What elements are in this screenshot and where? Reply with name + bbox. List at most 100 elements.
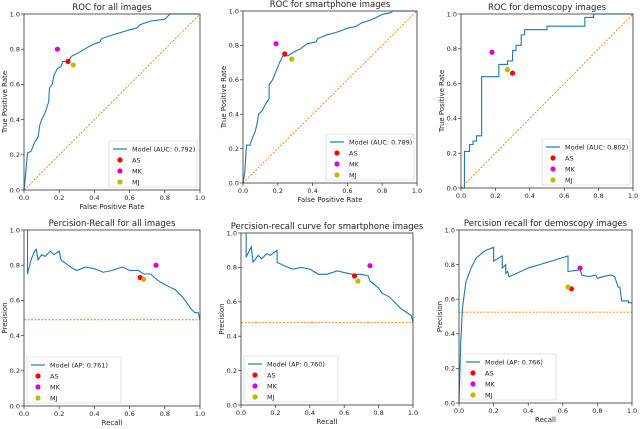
subplot-1: ROC for all images 0.00.0 0.2 0.2 0.4 0.4 0.6 0… [1, 3, 205, 211]
legend-label: MK [50, 383, 61, 391]
y-tick-label: 0.6 [227, 298, 237, 306]
x-tick-label: 0.6 [124, 410, 134, 418]
x-tick-label: 0.4 [89, 410, 99, 418]
legend-swatch-mj [35, 395, 41, 401]
x-axis-label: Recall [317, 418, 338, 425]
chart-title: Percision-Recall for all images [49, 219, 176, 229]
legend-label: MJ [349, 171, 357, 179]
x-tick-label: 0.4 [89, 194, 99, 202]
x-tick-label: 0.6 [124, 194, 134, 202]
x-tick-label: 0.2 [488, 407, 498, 415]
legend-swatch-mk [35, 384, 41, 390]
plot-frame [242, 10, 418, 184]
y-tick-label: 0.2 [447, 150, 457, 158]
legend-swatch-mk [252, 383, 258, 389]
legend-label: MJ [485, 391, 493, 399]
x-tick-label: 0.6 [342, 187, 352, 195]
x-tick-label: 1.0 [195, 194, 205, 202]
legend-label: MJ [267, 393, 275, 401]
y-tick-label: 0.4 [445, 330, 455, 338]
legend: Model (AUC: 0.792) AS MK MJ [108, 140, 198, 188]
y-tick-label: 1.0 [10, 226, 20, 234]
marker-mj [355, 278, 361, 284]
legend-swatch-as [252, 372, 258, 378]
legend-swatch-mk [470, 381, 476, 387]
y-tick-label: 1.0 [445, 226, 455, 234]
legend-box [461, 353, 557, 401]
y-axis-label: True Positive Rate [438, 70, 446, 133]
legend-swatch-as [550, 155, 556, 161]
y-tick-label: 0.8 [10, 46, 20, 54]
y-tick-label: 0.2 [229, 145, 239, 153]
y-tick-label: 0.8 [445, 261, 455, 269]
marker-mj [141, 276, 147, 282]
legend: Model (AUC: 0.802) AS MK MJ [541, 138, 631, 186]
legend-swatch-as [35, 373, 41, 379]
x-tick-label: 0.6 [558, 407, 568, 415]
x-tick-label: 0.2 [54, 410, 64, 418]
model-curve [458, 246, 632, 404]
x-tick-label: 0.0 [238, 187, 248, 195]
x-tick-label: 0.4 [305, 409, 315, 417]
x-axis-label: Recall [102, 419, 123, 425]
y-tick-label: 0.0 [10, 402, 20, 410]
legend-label: MK [485, 380, 496, 388]
x-tick-label: 0.4 [307, 187, 317, 195]
x-tick-label: 0.2 [273, 187, 283, 195]
marker-mj [289, 56, 295, 62]
y-tick-label: 0.6 [10, 297, 20, 305]
y-tick-label: 0.2 [445, 365, 455, 373]
legend-label: AS [485, 369, 494, 377]
x-tick-label: 0.8 [593, 192, 603, 200]
y-tick-label: 0.4 [10, 116, 20, 124]
legend-label: MJ [565, 176, 573, 184]
y-tick-label: 0.6 [10, 81, 20, 89]
x-tick-label: 0.4 [525, 192, 535, 200]
chart-title: ROC for demoscopy images [488, 3, 607, 13]
marker-mj [70, 62, 76, 68]
legend-label: MK [132, 167, 143, 175]
legend-swatch-as [470, 370, 476, 376]
x-tick-label: 1.0 [412, 187, 422, 195]
plot-frame [23, 13, 201, 191]
plot-frame [460, 13, 634, 189]
y-tick-label: 1.0 [227, 229, 237, 237]
y-axis-label: Precision [1, 302, 9, 333]
x-axis-label: False Positive Rate [297, 196, 362, 204]
y-axis-label: Precision [218, 303, 226, 334]
y-tick-label: 1.0 [229, 7, 239, 15]
x-tick-label: 0.6 [339, 409, 349, 417]
subplot-5: Percision-recall curve for smartphone im… [218, 222, 424, 426]
chart-title: Percision recall for demoscopy images [464, 219, 628, 229]
legend-swatch-mk [334, 161, 340, 167]
y-tick-label: 0.0 [229, 179, 239, 187]
y-tick-label: 0.8 [10, 262, 20, 270]
model-curve [461, 13, 633, 189]
chart-title: Percision-recall curve for smartphone im… [231, 222, 424, 232]
legend-label: AS [132, 156, 141, 164]
model-curve [245, 233, 414, 323]
marker-mj [504, 67, 511, 73]
x-tick-label: 0.0 [456, 192, 466, 200]
marker-as [509, 70, 516, 76]
y-axis-label: Precision [436, 301, 444, 332]
y-tick-label: 0.4 [10, 332, 20, 340]
x-tick-label: 0.0 [19, 410, 29, 418]
y-axis-label: True Positive Rate [220, 66, 228, 129]
legend-swatch-as [334, 150, 340, 156]
legend-label: Model (AUC: 0.802) [565, 143, 628, 151]
reference-line [242, 10, 418, 184]
legend-label: MJ [132, 178, 140, 186]
marker-mk [54, 46, 61, 52]
model-curve [23, 13, 200, 191]
legend: Model (AP: 0.761) AS MK MJ [26, 356, 122, 404]
subplot-2: ROC for smartphone images 0.00.0 0.2 0.2 0.4… [220, 0, 422, 204]
legend-box [325, 133, 415, 181]
legend: Model (AP: 0.766) AS MK MJ [461, 353, 557, 401]
y-tick-label: 0.8 [227, 264, 237, 272]
legend-label: MK [267, 382, 278, 390]
x-tick-label: 0.0 [454, 407, 464, 415]
legend-label: AS [50, 372, 59, 380]
legend-label: MJ [50, 394, 58, 402]
